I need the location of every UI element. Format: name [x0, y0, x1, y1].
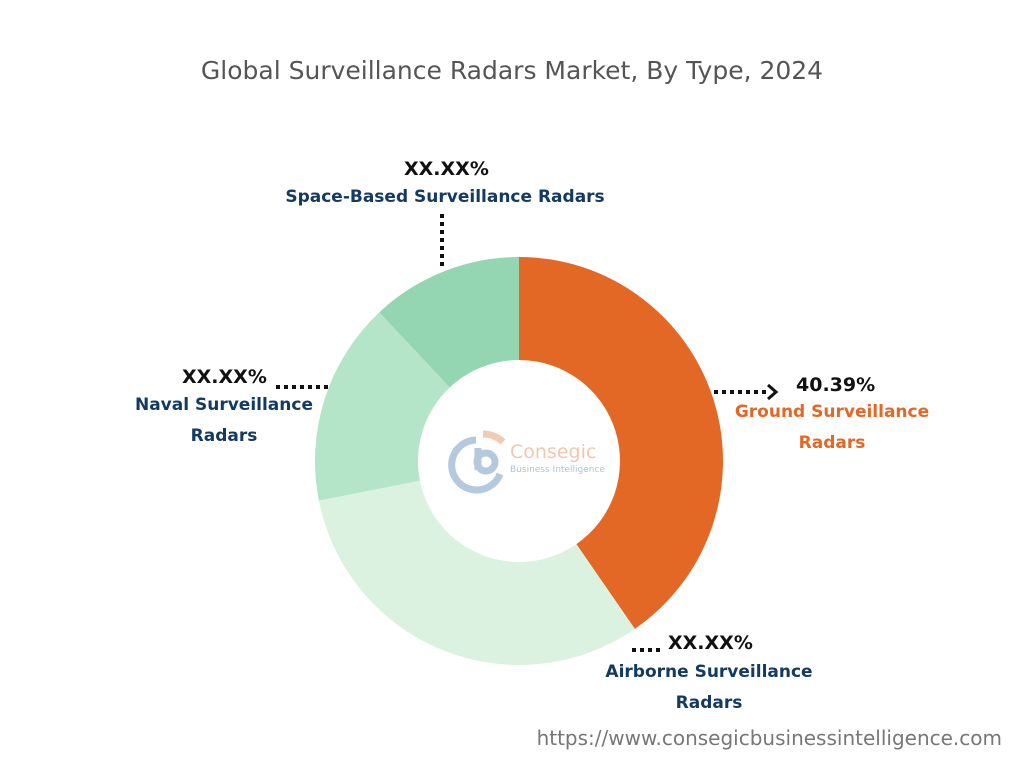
airborne-label: Airborne Surveillance Radars [605, 662, 813, 713]
logo-name: Consegic [510, 441, 597, 463]
space-label: Space-Based Surveillance Radars [285, 187, 605, 207]
leader-lines [276, 214, 779, 652]
slice-naval-surveillance-radars [315, 312, 450, 501]
naval-label: Naval Surveillance Radars [134, 395, 313, 446]
logo-tagline: Business Intelligence [510, 465, 605, 475]
footer-url: https://www.consegicbusinessintelligence… [536, 726, 1002, 750]
arrow-icon [767, 383, 779, 401]
slice-space-based-surveillance-radars [379, 257, 519, 388]
ground-label: Ground Surveillance Radars [734, 402, 930, 453]
slice-ground-surveillance-radars [519, 257, 724, 629]
logo-icon [448, 430, 506, 494]
chart-title: Global Surveillance Radars Market, By Ty… [200, 56, 824, 85]
ground-pct: 40.39% [796, 374, 876, 396]
airborne-pct: XX.XX% [668, 632, 753, 654]
space-pct: XX.XX% [404, 158, 489, 180]
slice-airborne-surveillance-radars [318, 480, 635, 666]
naval-pct: XX.XX% [182, 366, 267, 388]
